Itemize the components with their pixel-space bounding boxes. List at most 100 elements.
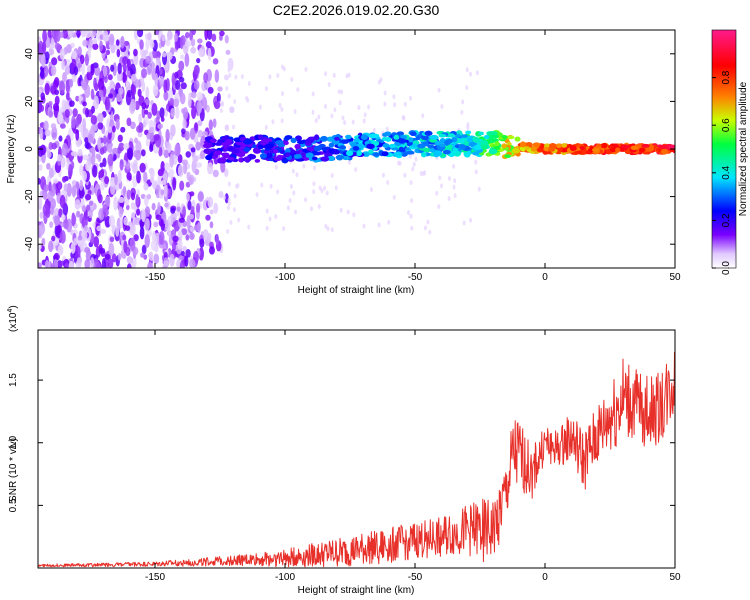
heatmap-cell [117,49,121,57]
heatmap-cell [105,97,110,111]
heatmap-cell [259,105,262,110]
y-tick-label: -20 [24,189,35,204]
heatmap-cell [52,26,56,39]
heatmap-cell [180,260,185,271]
heatmap-cell [139,163,145,173]
heatmap-cell [208,87,214,94]
heatmap-cell [155,233,159,246]
heatmap-cell [413,162,416,167]
heatmap-cell [479,132,484,136]
heatmap-cell [561,143,567,148]
heatmap-cell [170,207,175,213]
heatmap-cell [435,191,438,196]
heatmap-cell [93,78,97,89]
heatmap-cell [207,233,211,241]
heatmap-cell [157,202,161,214]
heatmap-cell [77,257,82,263]
heatmap-cell [467,138,473,143]
heatmap-cell [194,65,200,75]
heatmap-cell [54,214,60,226]
heatmap-cell [417,143,425,148]
heatmap-cell [54,77,60,87]
heatmap-cell [123,63,127,73]
heatmap-cell [453,185,456,190]
heatmap-cell [60,195,66,208]
heatmap-cell [88,134,93,144]
heatmap-cell [294,144,300,149]
heatmap-cell [346,74,349,79]
heatmap-cell [366,144,374,149]
heatmap-cell [386,126,389,131]
heatmap-cell [170,124,176,136]
heatmap-cell [118,207,123,218]
heatmap-cell [473,137,480,143]
heatmap-cell [99,90,104,98]
heatmap-cell [179,218,185,223]
heatmap-cell [440,104,443,109]
x-tick-label: -50 [408,272,423,283]
snr-y-scale: (x104) [7,305,19,332]
heatmap-cell [65,109,70,118]
heatmap-cell [167,143,171,153]
heatmap-cell [384,131,391,136]
heatmap-cell [91,89,95,100]
heatmap-cell [47,191,53,202]
heatmap-cell [402,115,405,120]
heatmap-cell [108,243,114,256]
x-tick-label: -100 [275,572,295,583]
heatmap-cell [410,180,413,185]
heatmap-cell [260,139,267,145]
heatmap-cell [198,48,204,57]
heatmap-cell [189,259,195,269]
heatmap-cell [243,147,250,152]
heatmap-cell [185,40,191,47]
heatmap-cell [354,167,357,172]
heatmap-cell [161,35,165,42]
heatmap-cell [525,146,530,150]
heatmap-cell [181,251,185,256]
heatmap-cell [233,99,236,104]
heatmap-cell [448,196,451,201]
heatmap-cell [615,147,620,152]
heatmap-cell [186,215,190,229]
heatmap-cell [448,133,455,137]
heatmap-cell [91,115,97,125]
heatmap-cell [84,225,88,232]
heatmap-cell [466,125,469,130]
heatmap-cell [159,219,164,227]
heatmap-cell [163,79,167,92]
heatmap-cell [197,92,203,101]
colorbar-tick-label: 0.8 [721,70,732,84]
heatmap-cell [189,233,194,240]
y-tick-label: 40 [24,48,35,60]
heatmap-cell [207,162,213,174]
heatmap-cell [160,189,164,195]
heatmap-cell [137,28,143,38]
heatmap-cell [174,98,179,107]
heatmap-cell [340,208,343,213]
heatmap-cell [107,144,113,153]
heatmap-cell [131,212,135,219]
heatmap-cell [304,197,307,202]
snr-y-scale-close: ) [8,305,19,308]
heatmap-cell [229,220,232,225]
heatmap-cell [357,105,360,110]
heatmap-cell [138,122,143,132]
heatmap-cell [48,101,52,106]
heatmap-cell [331,173,334,178]
heatmap-cell [384,91,387,96]
heatmap-cell [334,137,339,141]
heatmap-cell [89,201,93,206]
heatmap-cell [49,111,53,118]
heatmap-cell [282,226,285,231]
heatmap-cell [191,91,197,98]
heatmap-cell [196,101,202,114]
heatmap-cell [153,221,158,227]
colorbar-label: Normalized spectral amplitude [738,81,749,216]
heatmap-cell [85,108,89,118]
heatmap-cell [287,205,290,210]
heatmap-cell [318,204,321,209]
heatmap-cell [158,168,164,176]
heatmap-cell [382,151,389,156]
heatmap-cell [270,184,273,189]
